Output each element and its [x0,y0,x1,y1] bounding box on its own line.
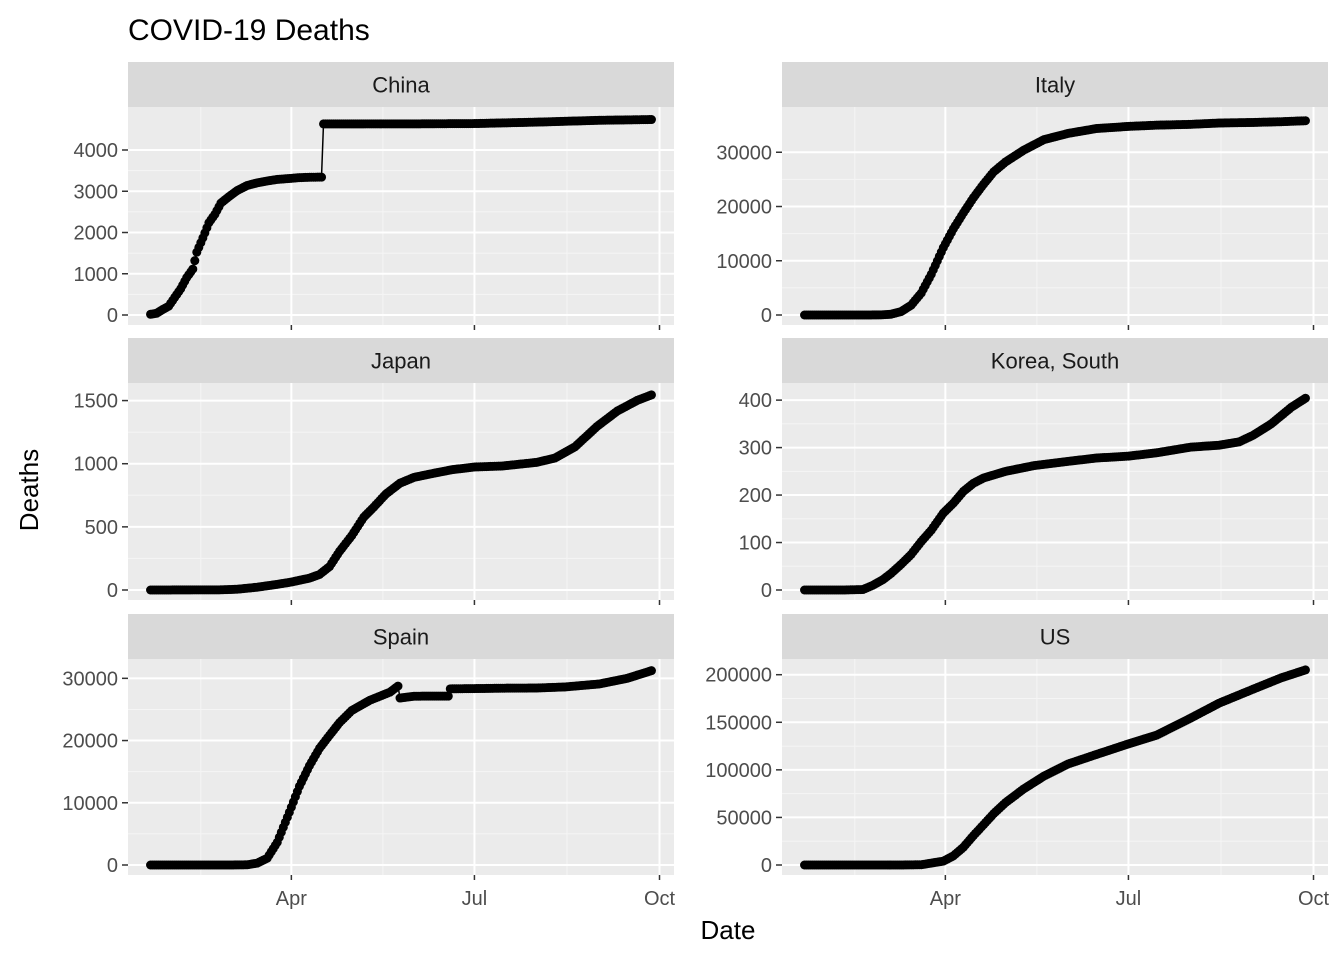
x-tick-label: Apr [276,888,307,910]
data-point [646,666,656,676]
series-points [800,665,1310,870]
facet-china: China 0 1000 2000 3000 4000 [74,62,674,330]
y-tick-label: 1000 [74,264,119,286]
data-point [317,172,327,182]
y-tick-label: 20000 [62,731,118,753]
data-point [1300,393,1310,403]
y-tick-label: 200 [739,485,772,507]
y-tick-label: 400 [739,390,772,412]
x-axis-label: Date [701,915,756,945]
y-tick-label: 200000 [705,665,772,687]
chart-title: COVID-19 Deaths [128,14,370,47]
data-point [646,390,656,400]
y-tick-label: 1500 [74,391,119,413]
y-tick-label: 0 [107,580,118,602]
facet-japan: Japan 0 500 1000 1500 [74,338,674,605]
facet-panels: China01000200030004000Italy0100002000030… [62,62,1329,910]
y-tick-label: 30000 [716,142,772,164]
series-points [146,390,656,595]
y-tick-label: 100 [739,533,772,555]
y-tick-label: 300 [739,438,772,460]
data-point [646,115,656,125]
y-tick-label: 10000 [62,793,118,815]
series-points [146,666,656,870]
y-tick-label: 0 [107,305,118,327]
data-point [190,256,200,266]
data-point [1300,116,1310,126]
y-tick-label: 3000 [74,181,119,203]
facet-italy: Italy 0 10000 20000 30000 [716,62,1328,330]
facet-panel [128,383,674,600]
x-tick-label: Apr [930,888,961,910]
x-tick-label: Oct [644,888,676,910]
facet-us: US 0 50000 100000 150000 200000 Apr Jul Oct [705,614,1329,910]
x-tick-label: Jul [1116,888,1142,910]
facet-strip [128,62,674,107]
y-tick-label: 10000 [716,251,772,273]
facet-strip [782,614,1328,659]
y-axis-label: Deaths [14,449,44,531]
facet-strip [128,338,674,383]
y-tick-label: 1000 [74,454,119,476]
facet-strip-label: Korea, South [991,349,1119,374]
facet-strip [128,614,674,659]
y-tick-label: 0 [761,580,772,602]
y-tick-label: 0 [107,855,118,877]
series-points [800,116,1310,320]
y-tick-label: 0 [761,305,772,327]
x-tick-label: Oct [1298,888,1330,910]
facet-strip [782,62,1328,107]
data-point [188,264,198,274]
facet-strip [782,338,1328,383]
facet-strip-label: China [372,73,430,98]
y-tick-label: 500 [85,517,118,539]
data-point [393,681,403,691]
facet-spain: Spain 0 10000 20000 30000 Apr Jul Oct [62,614,675,910]
y-tick-label: 2000 [74,223,119,245]
facet-strip-label: Spain [373,625,429,650]
data-point [443,691,453,701]
facet-strip-label: Italy [1035,73,1075,98]
facet-panel [782,383,1328,600]
y-tick-label: 100000 [705,760,772,782]
facet-panel [782,107,1328,325]
y-tick-label: 30000 [62,668,118,690]
y-tick-label: 20000 [716,197,772,219]
facet-strip-label: Japan [371,349,431,374]
series-points [800,393,1310,595]
y-tick-label: 50000 [716,807,772,829]
y-tick-label: 0 [761,855,772,877]
y-tick-label: 150000 [705,712,772,734]
facet-korea-south: Korea, South 0 100 200 300 400 [739,338,1328,605]
y-tick-label: 4000 [74,140,119,162]
data-point [1300,665,1310,675]
series-points [146,115,656,319]
facet-panel [128,659,674,875]
facet-strip-label: US [1040,625,1071,650]
x-tick-label: Jul [462,888,488,910]
